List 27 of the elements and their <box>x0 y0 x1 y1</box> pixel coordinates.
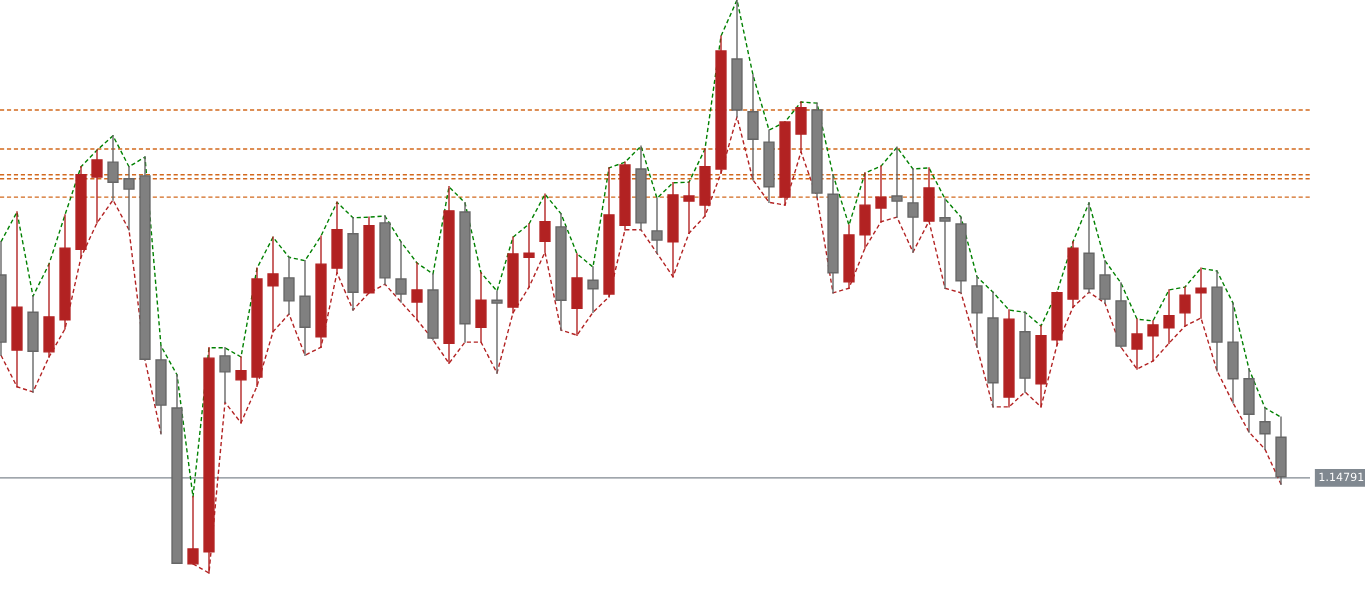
text: 1.14791 <box>1319 472 1364 482</box>
candlestick <box>283 256 295 315</box>
candlestick <box>1259 407 1271 450</box>
candlestick <box>651 197 663 254</box>
candlestick <box>907 168 919 253</box>
candlestick <box>91 149 103 224</box>
candlestick <box>219 347 231 403</box>
candlestick <box>523 223 535 288</box>
candlestick <box>411 262 423 321</box>
candlestick <box>491 290 503 374</box>
candlestick <box>1147 320 1159 362</box>
candlestick <box>939 198 951 289</box>
candlestick <box>267 236 279 333</box>
candlestick <box>123 166 135 231</box>
candlestick <box>1131 318 1143 370</box>
candlestick <box>1163 289 1175 344</box>
candlestick <box>875 165 887 223</box>
candlestick <box>683 181 695 234</box>
candlestick <box>107 135 119 201</box>
candlestick <box>235 356 247 424</box>
candlestick <box>395 241 407 303</box>
candlestick <box>891 146 903 218</box>
candlestick <box>539 193 551 253</box>
candlestick <box>187 496 199 565</box>
candlestick <box>1195 267 1207 319</box>
candlestick <box>587 266 599 313</box>
candlestick <box>1179 286 1191 327</box>
